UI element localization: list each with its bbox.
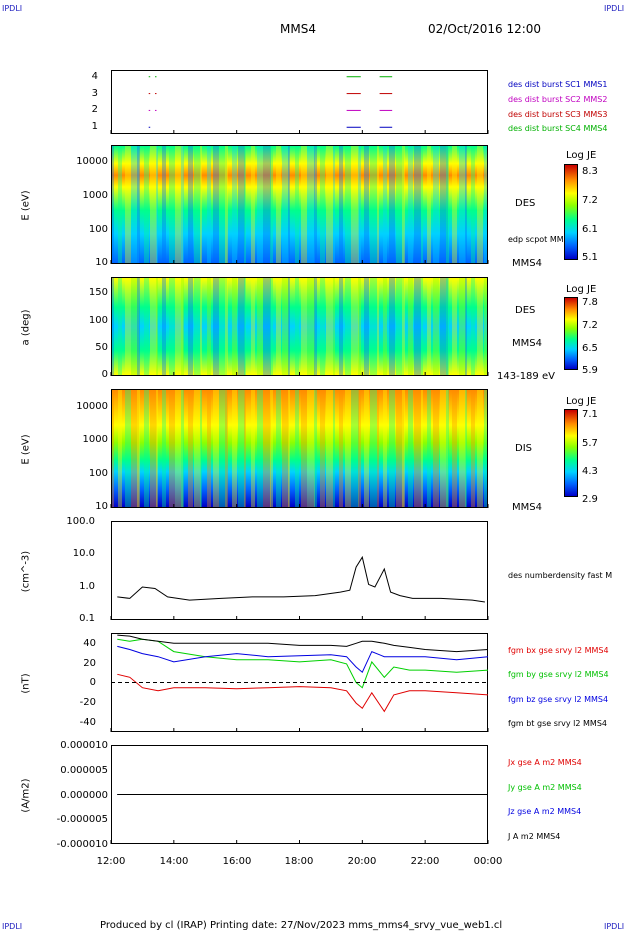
dis-energy-cbar-tick: 4.3 — [582, 466, 598, 477]
dis-energy-ytick: 10000 — [76, 401, 108, 412]
x-tick-label: 20:00 — [347, 856, 377, 867]
series-line — [117, 555, 485, 603]
current-legend-jy: Jy gse A m2 MMS4 — [508, 783, 582, 792]
des-energy-cbar-tick: 5.1 — [582, 252, 598, 263]
dis-energy-probe: MMS4 — [512, 502, 542, 513]
burst-ytick: 3 — [91, 88, 98, 99]
corner-label-tr: IPDLI — [604, 4, 625, 13]
current-legend-jz: Jz gse A m2 MMS4 — [508, 807, 582, 816]
bfield-ytick: 0 — [89, 677, 96, 688]
current-ytick: 0.000005 — [60, 765, 108, 776]
current-legend-jx: Jx gse A m2 MMS4 — [508, 758, 582, 767]
des-energy-cbar-tick: 6.1 — [582, 224, 598, 235]
burst-legend-mms2: des dist burst SC2 MMS2 — [508, 95, 608, 104]
des-energy-ytick: 100 — [88, 224, 108, 235]
des-energy-cbar-tick: 7.2 — [582, 195, 598, 206]
x-tick-label: 12:00 — [96, 856, 126, 867]
bfield-ytick: -40 — [79, 717, 96, 728]
x-tick-label: 18:00 — [284, 856, 314, 867]
burst-legend-mms1: des dist burst SC1 MMS1 — [508, 80, 608, 89]
current-ytick: 0.000010 — [60, 740, 108, 751]
corner-label-br: IPDLI — [604, 922, 625, 931]
dis-energy-ytick: 10 — [95, 501, 108, 512]
x-tick-label: 16:00 — [222, 856, 252, 867]
bfield-ytick: 20 — [83, 658, 96, 669]
series-line — [117, 645, 489, 674]
bfield-legend-bz: fgm bz gse srvy l2 MMS4 — [508, 695, 609, 704]
des-pitch-ytick: 0 — [101, 369, 108, 380]
dis-energy-species: DIS — [515, 443, 532, 454]
x-tick-label: 14:00 — [159, 856, 189, 867]
x-tick-label: 22:00 — [410, 856, 440, 867]
des-pitch-ytick: 150 — [88, 287, 108, 298]
des-energy-cbar-tick: 8.3 — [582, 166, 598, 177]
current-ytick: -0.000010 — [56, 839, 108, 850]
dis-energy-cbar-tick: 2.9 — [582, 494, 598, 505]
current-legend-j: J A m2 MMS4 — [508, 832, 561, 841]
series-line — [117, 634, 489, 653]
des-pitch-spectrogram — [111, 277, 488, 376]
density-legend: des numberdensity fast M — [508, 571, 613, 580]
density-ytick: 1.0 — [79, 581, 95, 592]
des-energy-probe: MMS4 — [512, 258, 542, 269]
bfield-legend-by: fgm by gse srvy l2 MMS4 — [508, 670, 609, 679]
bfield-legend-bx: fgm bx gse srvy l2 MMS4 — [508, 646, 609, 655]
des-pitch-colorbar — [564, 297, 578, 370]
bfield-legend-bt: fgm bt gse srvy l2 MMS4 — [508, 719, 607, 728]
bfield-ytick: -20 — [79, 697, 96, 708]
series-line — [117, 638, 489, 689]
dis-energy-spectrogram — [111, 389, 488, 508]
burst-legend-mms3: des dist burst SC3 MMS3 — [508, 110, 608, 119]
des-energy-species: DES — [515, 198, 536, 209]
datetime-title: 02/Oct/2016 12:00 — [428, 22, 542, 36]
des-pitch-energy-label: 143-189 eV — [497, 371, 555, 382]
x-tick-label: 00:00 — [473, 856, 503, 867]
current-ytick: -0.000005 — [56, 814, 108, 825]
density-ytick: 10.0 — [72, 548, 95, 559]
des-pitch-cbar-tick: 6.5 — [582, 343, 598, 354]
density-ytick: 0.1 — [79, 613, 95, 624]
footer-credit: Produced by cl (IRAP) Printing date: 27/… — [100, 920, 503, 931]
burst-ytick: 2 — [91, 104, 98, 115]
des-energy-overlay-label: edp scpot MMS4 — [508, 235, 574, 244]
des-energy-ytick: 1000 — [82, 190, 108, 201]
des-pitch-cbar-tick: 5.9 — [582, 365, 598, 376]
spacecraft-title: MMS4 — [280, 22, 316, 36]
burst-ytick: 1 — [91, 121, 98, 132]
des-energy-cbar-title: Log JE — [566, 150, 597, 161]
current-ytick: 0.000000 — [60, 790, 108, 801]
des-pitch-cbar-tick: 7.2 — [582, 320, 598, 331]
des-pitch-cbar-tick: 7.8 — [582, 297, 598, 308]
corner-label-tl: IPDLI — [2, 4, 23, 13]
des-pitch-ytick: 100 — [88, 315, 108, 326]
des-energy-ytick: 10000 — [76, 156, 108, 167]
dis-energy-ytick: 100 — [88, 468, 108, 479]
dis-energy-cbar-title: Log JE — [566, 396, 597, 407]
dis-energy-colorbar — [564, 409, 578, 497]
des-pitch-cbar-title: Log JE — [566, 284, 597, 295]
des-pitch-species: DES — [515, 305, 536, 316]
des-energy-ytick: 10 — [95, 257, 108, 268]
des-pitch-probe: MMS4 — [512, 338, 542, 349]
dis-energy-cbar-tick: 7.1 — [582, 409, 598, 420]
bfield-ytick: 40 — [83, 638, 96, 649]
burst-ytick: 4 — [91, 71, 98, 82]
density-ytick: 100.0 — [66, 516, 95, 527]
series-line — [117, 673, 489, 713]
corner-label-bl: IPDLI — [2, 922, 23, 931]
des-pitch-ytick: 50 — [95, 342, 108, 353]
dis-energy-cbar-tick: 5.7 — [582, 438, 598, 449]
dis-energy-ytick: 1000 — [82, 434, 108, 445]
burst-legend-mms4: des dist burst SC4 MMS4 — [508, 124, 608, 133]
des-energy-colorbar — [564, 164, 578, 260]
